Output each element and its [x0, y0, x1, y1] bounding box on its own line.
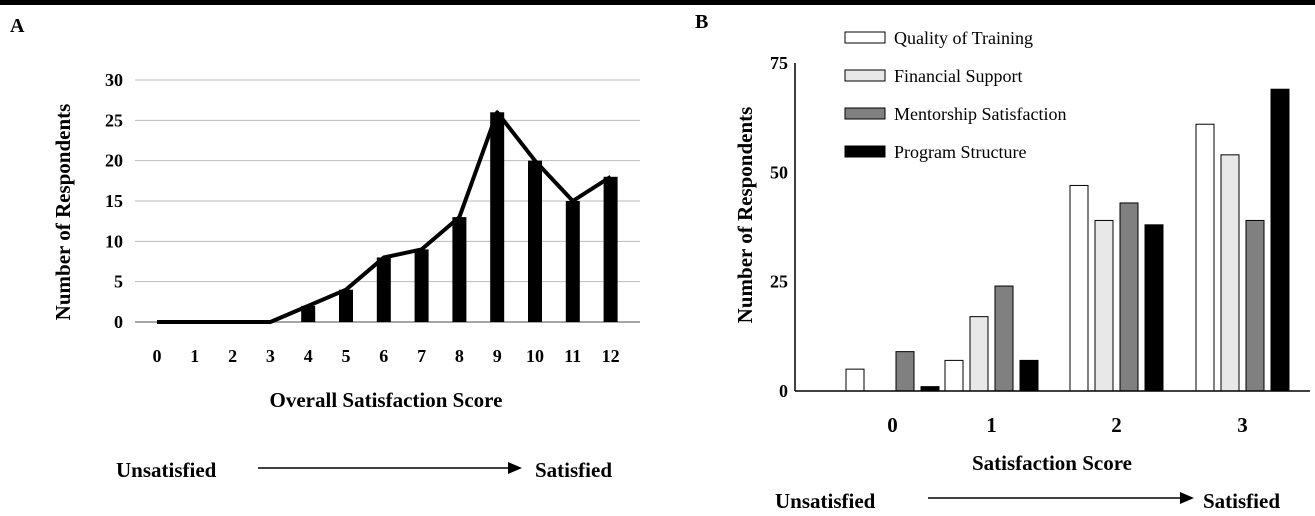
panel-a-x-tick-label: 10	[526, 346, 544, 366]
panel-b-x-tick-label: 3	[1237, 413, 1248, 437]
panel-b-bar	[1195, 123, 1215, 392]
panel-a-x-tick-label: 0	[153, 346, 162, 366]
panel-b-legend-label: Program Structure	[894, 142, 1026, 162]
panel-b-bar	[895, 351, 915, 392]
panel-a-y-tick-label: 10	[105, 231, 123, 251]
panel-b-bar	[1069, 184, 1089, 392]
panel-b-bar	[1019, 359, 1039, 392]
panel-a-trend-line	[157, 110, 612, 324]
panel-b-y-tick-label: 50	[770, 162, 788, 182]
panel-a-x-tick-label: 3	[266, 346, 275, 366]
panel-b-legend-swatch	[844, 145, 886, 158]
panel-a-bar	[603, 176, 618, 322]
panel-a-y-tick-label: 30	[105, 70, 123, 90]
panel-a-y-tick-label: 15	[105, 191, 123, 211]
panel-a-bar	[301, 305, 316, 322]
panel-a-y-tick-label: 5	[114, 272, 123, 292]
panel-b-bars	[845, 88, 1290, 392]
panel-b-x-axis-label: Satisfaction Score	[972, 451, 1132, 475]
panel-b-arrow-left-label: Unsatisfied	[775, 489, 876, 513]
panel-a-x-tick-labels: 0 1 2 3 4 5 6 7 8 9 10 11 12	[153, 346, 620, 366]
panel-a-arrow-right-label: Satisfied	[535, 458, 612, 482]
panel-b-bar	[1094, 219, 1114, 392]
panel-b-label: B	[695, 11, 708, 33]
panel-b-legend: Quality of Training Financial Support Ment…	[844, 28, 1066, 162]
panel-b-y-tick-label: 0	[779, 381, 788, 401]
panel-a-y-tick-label: 0	[114, 312, 123, 332]
panel-a-y-tick-label: 25	[105, 110, 123, 130]
panel-a-x-axis-label: Overall Satisfaction Score	[270, 388, 503, 412]
panel-a-y-tick-label: 20	[105, 151, 123, 171]
panel-a-bar	[490, 112, 505, 323]
panel-a-x-tick-label: 1	[190, 346, 199, 366]
panel-b-legend-swatch	[844, 69, 886, 82]
panel-a-label: A	[10, 15, 25, 37]
panel-b-arrow-right-label: Satisfied	[1203, 489, 1280, 513]
panel-b-bar	[1245, 219, 1265, 392]
panel-b-legend-label: Quality of Training	[894, 28, 1033, 48]
panel-b-bar	[845, 368, 865, 392]
panel-b-legend-swatch	[844, 107, 886, 120]
panel-a-bar	[376, 257, 391, 322]
panel-b-arrow-head	[1180, 492, 1194, 504]
panel-b: B 0 25 50 75 0 1 2 3 Quality of Training Financ…	[695, 11, 1310, 513]
panel-b-bar	[1270, 88, 1290, 392]
panel-a-y-axis-label: Number of Respondents	[51, 104, 75, 321]
panel-b-bar	[1144, 224, 1164, 392]
panel-a-x-tick-label: 8	[455, 346, 464, 366]
panel-b-bar	[1220, 154, 1240, 392]
panel-b-y-tick-label: 75	[770, 53, 788, 73]
panel-b-y-tick-labels: 0 25 50 75	[770, 53, 788, 401]
panel-a-x-tick-label: 6	[379, 346, 388, 366]
panel-a-gridlines	[135, 79, 640, 323]
panel-a-arrow-left-label: Unsatisfied	[116, 458, 217, 482]
panel-b-legend-label: Mentorship Satisfaction	[894, 104, 1066, 124]
panel-a-bar	[414, 249, 429, 322]
top-border	[0, 0, 1315, 5]
panel-a-x-tick-label: 5	[342, 346, 351, 366]
panel-b-x-tick-label: 1	[986, 413, 997, 437]
panel-a-bar	[339, 289, 353, 322]
panel-a-x-tick-label: 12	[602, 346, 620, 366]
panel-a-y-tick-labels: 0 5 10 15 20 25 30	[105, 70, 123, 332]
panel-b-y-tick-label: 25	[770, 272, 788, 292]
panel-b-x-tick-label: 0	[887, 413, 898, 437]
panel-a-bar	[528, 160, 542, 322]
panel-b-bar	[994, 285, 1014, 392]
panel-a-x-tick-label: 9	[493, 346, 502, 366]
panel-b-bar	[944, 359, 964, 392]
panel-b-legend-label: Financial Support	[894, 66, 1023, 86]
panel-a-x-tick-label: 2	[228, 346, 237, 366]
panel-b-legend-swatch	[844, 31, 886, 44]
panel-a-bars	[301, 112, 618, 323]
panel-b-x-tick-label: 2	[1111, 413, 1122, 437]
panel-a-x-tick-label: 11	[564, 346, 581, 366]
panel-b-bar	[969, 316, 989, 392]
panel-b-x-tick-labels: 0 1 2 3	[887, 413, 1248, 437]
panel-a-bar	[452, 217, 467, 322]
panel-b-bar	[1119, 202, 1139, 392]
panel-a-x-tick-label: 4	[304, 346, 313, 366]
panel-a-arrow-head	[508, 462, 522, 474]
panel-a-x-tick-label: 7	[417, 346, 426, 366]
panel-a-bar	[565, 201, 580, 322]
panel-b-y-axis-label: Number of Respondents	[733, 107, 757, 324]
